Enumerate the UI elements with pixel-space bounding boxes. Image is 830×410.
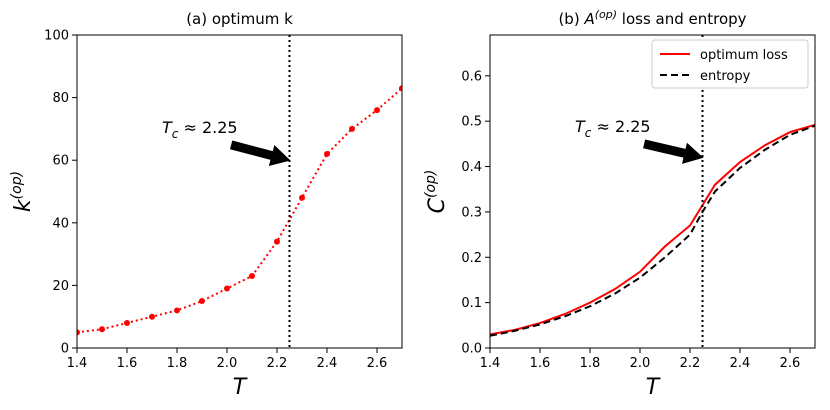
panel-a-series xyxy=(77,85,402,336)
panel-b-series-line-0 xyxy=(490,123,815,336)
panel-a-annotation-text: Tc ≈ 2.25 xyxy=(162,118,238,141)
panel-b-x-tick-label: 1.4 xyxy=(480,356,501,371)
panel-a-x-tick-label: 2.2 xyxy=(267,356,288,371)
legend-box xyxy=(651,39,809,89)
panel-b-y-tick-label: 0.1 xyxy=(461,296,482,311)
panel-a-title: (a) optimum k xyxy=(186,10,293,28)
panel-b-y-tick-label: 0.3 xyxy=(461,205,482,220)
panel-a-annotation: Tc ≈ 2.25 xyxy=(162,118,291,166)
panel-b-y-ticks: 0.0 0.1 0.2 0.3 0.4 0.5 0.6 xyxy=(461,69,490,357)
panel-b-x-tick-label: 2.4 xyxy=(730,356,751,371)
panel-b: (b) A(op) loss and entropy 1.4 1.6 1.8 2.0 2… xyxy=(423,8,816,400)
panel-a-data-point xyxy=(324,150,330,157)
panel-a-data-point xyxy=(99,326,105,333)
panel-b-legend: optimum loss entropy xyxy=(651,39,809,89)
panel-a-x-ticks: 1.4 1.6 1.8 2.0 2.2 2.4 2.6 xyxy=(67,348,388,371)
panel-b-x-tick-label: 1.8 xyxy=(580,356,601,371)
panel-a-data-point xyxy=(199,298,205,305)
panel-a-data-point xyxy=(399,85,402,92)
panel-a-y-tick-label: 100 xyxy=(44,29,69,44)
panel-b-annotation: Tc ≈ 2.25 xyxy=(575,117,704,164)
panel-b-y-tick-label: 0.0 xyxy=(461,342,482,357)
panel-a: (a) optimum k 1.4 1.6 1.8 2.0 2.2 2.4 2.6 0 20 4… xyxy=(9,10,403,400)
panel-a-y-label: k(op) xyxy=(9,171,36,212)
panel-a-data-point xyxy=(124,319,130,326)
legend-label-optimum-loss: optimum loss xyxy=(700,48,788,63)
panel-b-x-tick-label: 2.2 xyxy=(680,356,701,371)
panel-b-x-tick-label: 2.0 xyxy=(630,356,651,371)
panel-a-data-point xyxy=(274,238,280,245)
panel-a-data-point xyxy=(174,307,180,314)
legend-label-entropy: entropy xyxy=(700,69,751,84)
panel-b-x-ticks: 1.4 1.6 1.8 2.0 2.2 2.4 2.6 xyxy=(480,348,801,371)
panel-a-frame xyxy=(76,34,403,349)
panel-b-y-tick-label: 0.4 xyxy=(461,160,482,175)
panel-b-frame xyxy=(489,34,816,349)
panel-a-x-tick-label: 1.6 xyxy=(117,356,138,371)
panel-b-arrow xyxy=(643,139,704,164)
panel-a-x-tick-label: 1.4 xyxy=(67,356,88,371)
panel-a-data-point xyxy=(374,107,380,114)
panel-b-annotation-text: Tc ≈ 2.25 xyxy=(575,117,651,140)
panel-b-x-label: T xyxy=(646,375,661,400)
panel-b-y-tick-label: 0.2 xyxy=(461,251,482,266)
panel-a-y-tick-label: 20 xyxy=(52,279,69,294)
panel-b-arrow-mark xyxy=(643,139,704,164)
panel-b-x-tick-label: 2.6 xyxy=(780,356,801,371)
panel-b-y-label: C(op) xyxy=(423,170,450,214)
panel-b-y-tick-label: 0.5 xyxy=(461,115,482,130)
panel-a-y-tick-label: 80 xyxy=(52,91,69,106)
panel-b-x-tick-label: 1.6 xyxy=(530,356,551,371)
panel-a-data-point xyxy=(77,329,80,336)
panel-a-data-point xyxy=(149,313,155,320)
panel-a-x-tick-label: 2.4 xyxy=(317,356,338,371)
panel-b-series xyxy=(490,123,815,337)
panel-a-x-tick-label: 2.0 xyxy=(217,356,238,371)
panel-a-x-label: T xyxy=(233,375,248,400)
panel-a-data-point xyxy=(224,285,230,292)
panel-a-y-ticks: 0 20 40 60 80 100 xyxy=(44,29,77,357)
panel-a-data-point xyxy=(349,125,355,132)
panel-a-y-tick-label: 60 xyxy=(52,154,69,169)
panel-b-series-line-1 xyxy=(490,124,815,337)
panel-a-arrow xyxy=(229,140,291,166)
panel-a-y-tick-label: 40 xyxy=(52,216,69,231)
panel-a-x-tick-label: 2.6 xyxy=(367,356,388,371)
panel-a-data-point xyxy=(249,273,255,280)
panel-a-series-line-0 xyxy=(77,87,402,334)
panel-a-y-tick-label: 0 xyxy=(61,342,69,357)
panel-a-data-point xyxy=(299,194,305,201)
panel-a-x-tick-label: 1.8 xyxy=(167,356,188,371)
panel-a-arrow-mark xyxy=(229,140,291,166)
panel-b-title: (b) A(op) loss and entropy xyxy=(558,8,746,28)
panel-b-y-tick-label: 0.6 xyxy=(461,69,482,84)
